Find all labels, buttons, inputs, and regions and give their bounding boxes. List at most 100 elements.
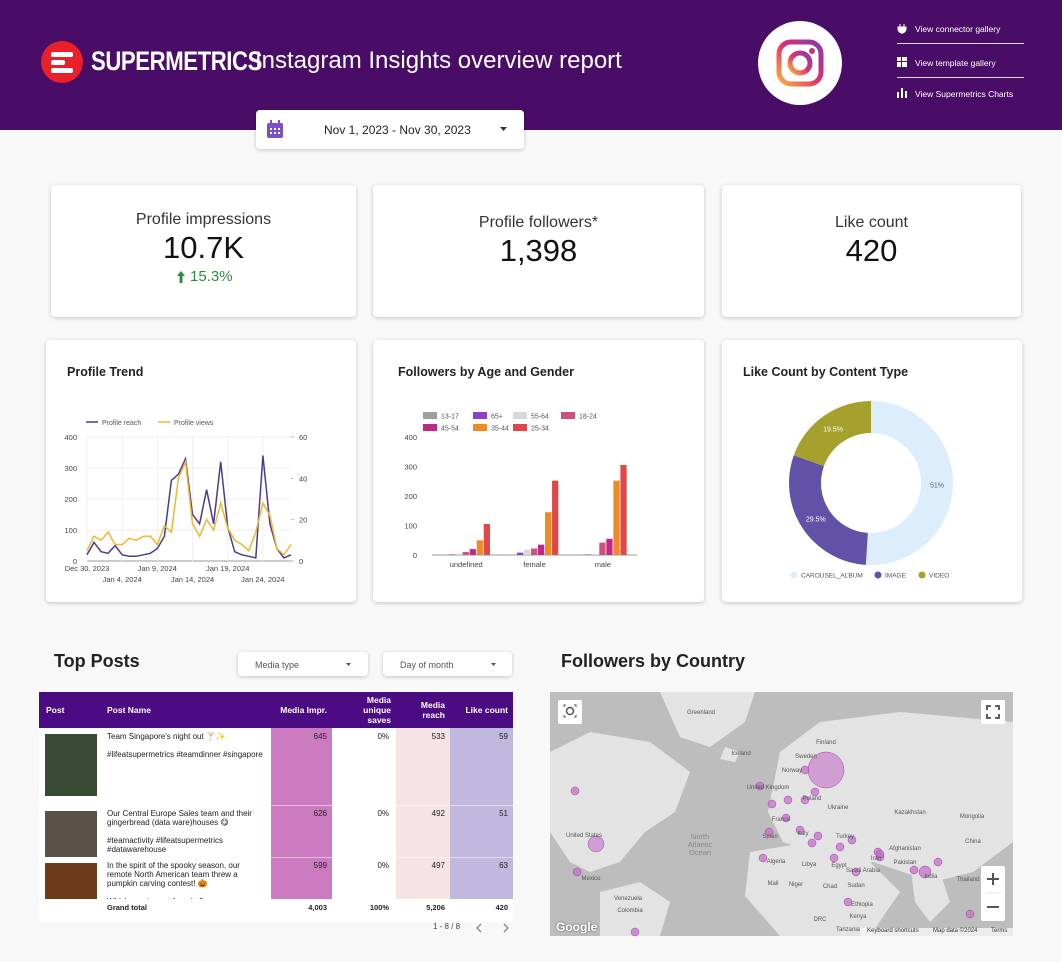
x-tick-label: Jan 14, 2024	[171, 575, 214, 584]
chart: Followers by Age and Gender 0 100 200 300 40…	[398, 365, 637, 569]
total-cell: 420	[495, 903, 508, 912]
y-tick-label: 0	[413, 551, 417, 560]
icon	[897, 88, 907, 98]
kpi-value: 10.7K	[162, 230, 244, 265]
post-name-line: Our Central Europe Sales team and their …	[107, 809, 252, 827]
country-label: Mali	[767, 881, 779, 887]
bar	[448, 554, 455, 555]
column-header: Media Impr.	[280, 705, 327, 715]
post-name-line: Team Singapore's night out 🍸✨	[107, 732, 226, 741]
map-logo: Google	[556, 920, 598, 934]
zoom-controls[interactable]	[981, 866, 1005, 921]
section-title: Top Posts	[54, 651, 140, 671]
country-label: China	[965, 839, 981, 845]
kpi-value: 1,398	[499, 233, 578, 268]
post-thumbnail	[45, 811, 97, 857]
filter-label: Day of month	[400, 660, 454, 670]
chart-title: Like Count by Content Type	[743, 365, 908, 379]
brand-name: SUPERMETRICS	[91, 46, 262, 76]
column-header: Media reach	[420, 700, 445, 720]
legend-label: 18-24	[579, 414, 597, 421]
bar	[476, 540, 483, 555]
post-name-line: Which one is your favorite?	[107, 897, 265, 899]
country-label: Italy	[797, 831, 809, 837]
attribution[interactable]: Terms	[991, 928, 1008, 934]
x-tick-label: Jan 9, 2024	[138, 564, 177, 573]
y2-tick-label: 60	[299, 433, 307, 442]
country-label: Afghanistan	[889, 846, 921, 852]
country-label: India	[924, 874, 938, 880]
link[interactable]: View connector gallery	[915, 24, 1001, 34]
x-tick-label: Jan 4, 2024	[103, 575, 142, 584]
map[interactable]: Google Keyboard shortcuts Map data ©2024…	[550, 692, 1013, 936]
line	[86, 458, 292, 556]
link[interactable]: View template gallery	[915, 58, 996, 68]
kpi-card: Profile impressions 10.7K 15.3%	[51, 185, 356, 317]
filter-dropdown[interactable]: Day of month	[383, 652, 512, 676]
donut-slice	[793, 401, 871, 467]
country-label: Chad	[822, 884, 838, 890]
y2-tick-label: 0	[299, 557, 303, 566]
column-header: Like count	[465, 705, 508, 715]
ocean-label: North Atlantic Ocean	[687, 832, 713, 857]
country-label: Mexico	[581, 876, 601, 882]
attribution[interactable]: Keyboard shortcuts	[867, 928, 919, 934]
post-name-line: #teamactivity #lifeatsupermetrics #dataw…	[107, 836, 224, 854]
date-picker[interactable]: Nov 1, 2023 - Nov 30, 2023	[256, 110, 524, 149]
instagram-logo	[758, 21, 842, 105]
line	[86, 455, 292, 559]
y-tick-label: 400	[404, 433, 417, 442]
bar	[530, 548, 538, 555]
location-button[interactable]	[558, 700, 582, 724]
country-label: DRC	[813, 917, 827, 923]
dropdown-arrow	[500, 127, 507, 131]
table-cell: 0%	[377, 732, 389, 741]
post-thumbnail	[45, 734, 97, 796]
legend-swatch	[473, 412, 487, 419]
divider	[897, 43, 1024, 44]
pagination: 1 - 8 / 8	[433, 922, 461, 931]
icon	[897, 24, 907, 34]
legend-swatch	[513, 412, 527, 419]
chart: Like Count by Content Type 51% CAROUSEL_A…	[743, 365, 954, 580]
legend-label: 65+	[491, 414, 503, 421]
filter-dropdown[interactable]: Media type	[238, 652, 368, 676]
table-cell: 533	[431, 732, 445, 741]
heat-column	[271, 728, 332, 899]
legend-swatch	[561, 412, 575, 419]
country-label: Venezuela	[613, 896, 643, 902]
y2-tick-label: 40	[299, 474, 307, 483]
icon	[985, 873, 1001, 908]
legend-label: CAROUSEL_ALBUM	[801, 573, 863, 580]
country-label: United Kingdom	[746, 785, 790, 791]
filter-label: Media type	[255, 660, 300, 670]
country-label: Sweden	[795, 754, 817, 760]
bar	[592, 554, 599, 555]
country-label: Sudan	[847, 883, 865, 889]
bar	[462, 552, 469, 555]
section-title: Followers by Country	[561, 651, 746, 671]
country-label: Ukraine	[827, 805, 849, 811]
bar	[606, 538, 613, 555]
header	[0, 0, 1062, 130]
country-label: Niger	[788, 882, 804, 888]
table-cell: 599	[313, 861, 327, 870]
table-cell: 63	[499, 861, 508, 870]
pager-arrows[interactable]	[474, 922, 514, 934]
chart-title: Followers by Age and Gender	[398, 365, 574, 379]
country-label: Tanzania	[835, 927, 861, 933]
kpi-change-value: 15.3%	[190, 268, 233, 285]
legend-label: 25-34	[531, 426, 549, 433]
map-bubbles	[570, 751, 975, 936]
fullscreen-button[interactable]	[981, 700, 1005, 724]
chart-card: Like Count by Content Type 51% CAROUSEL_A…	[722, 340, 1022, 602]
link[interactable]: View Supermetrics Charts	[915, 89, 1014, 99]
kpi-label: Profile followers*	[478, 214, 599, 231]
table-cell: 51	[499, 809, 508, 818]
total-cell: 5,206	[426, 903, 445, 912]
y-tick-label: 400	[64, 433, 77, 442]
kpi-label: Like count	[835, 214, 908, 231]
country-label: Iceland	[731, 751, 751, 757]
x-tick-label: Dec 30, 2023	[65, 564, 110, 573]
